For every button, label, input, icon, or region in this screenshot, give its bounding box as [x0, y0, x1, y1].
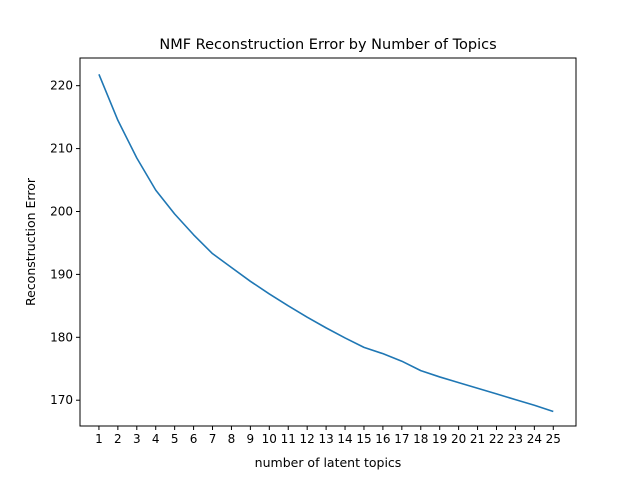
- x-tick-label: 7: [209, 432, 217, 446]
- y-tick-label: 210: [50, 142, 73, 156]
- y-tick-label: 170: [50, 393, 73, 407]
- x-tick-label: 21: [470, 432, 485, 446]
- x-tick-label: 24: [527, 432, 542, 446]
- x-tick-label: 3: [133, 432, 141, 446]
- y-tick-label: 180: [50, 330, 73, 344]
- chart-title: NMF Reconstruction Error by Number of To…: [159, 37, 496, 53]
- x-axis-label: number of latent topics: [255, 455, 402, 470]
- x-tick-label: 19: [432, 432, 447, 446]
- x-tick-label: 2: [114, 432, 122, 446]
- y-tick-label: 190: [50, 267, 73, 281]
- x-tick-label: 12: [300, 432, 315, 446]
- x-tick-label: 4: [152, 432, 160, 446]
- y-axis: 170 180 190 200 210 220: [50, 79, 80, 407]
- x-axis: 1 2 3 4 5 6 7 8 9 10 11 12 13 14 15 16 17 18 19 20 21 22 23 24 2…: [95, 426, 561, 446]
- plot-frame: [79, 57, 577, 427]
- x-tick-label: 20: [451, 432, 466, 446]
- x-tick-label: 14: [337, 432, 352, 446]
- y-tick-label: 220: [50, 79, 73, 93]
- x-tick-label: 1: [95, 432, 103, 446]
- x-tick-label: 25: [546, 432, 561, 446]
- series-line: [98, 74, 554, 413]
- x-tick-label: 10: [262, 432, 277, 446]
- y-axis-label: Reconstruction Error: [23, 177, 38, 306]
- x-tick-label: 16: [375, 432, 390, 446]
- x-tick-label: 5: [171, 432, 179, 446]
- x-tick-label: 22: [489, 432, 504, 446]
- x-tick-label: 23: [508, 432, 523, 446]
- x-tick-label: 18: [413, 432, 428, 446]
- x-tick-label: 17: [394, 432, 409, 446]
- x-tick-label: 9: [247, 432, 255, 446]
- x-tick-label: 11: [281, 432, 296, 446]
- x-tick-label: 8: [228, 432, 236, 446]
- x-tick-label: 13: [318, 432, 333, 446]
- y-tick-label: 200: [50, 204, 73, 218]
- x-tick-label: 6: [190, 432, 198, 446]
- plot-area: [98, 74, 554, 413]
- x-tick-label: 15: [356, 432, 371, 446]
